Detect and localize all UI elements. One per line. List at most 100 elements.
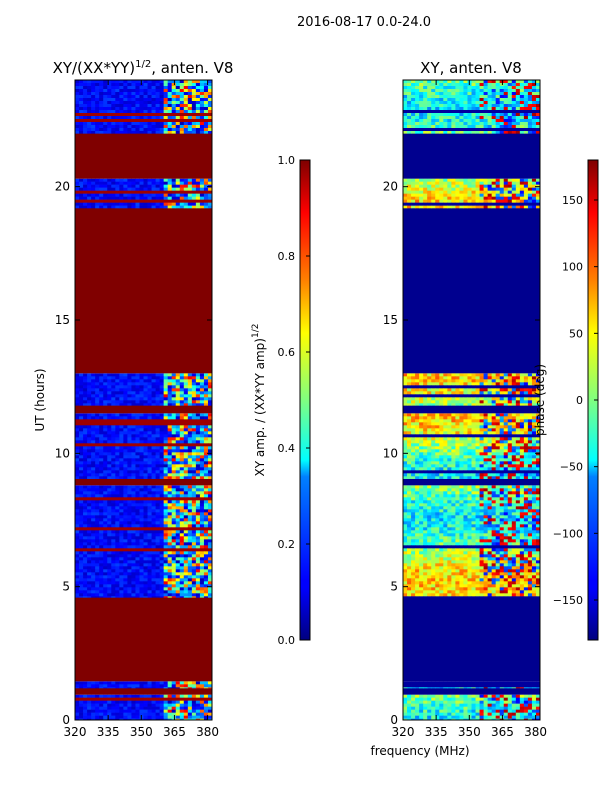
heatmap-cell [528, 524, 532, 527]
heatmap-cell [148, 698, 152, 701]
heatmap-cell [496, 684, 500, 687]
heatmap-cell [184, 494, 188, 497]
heatmap-cell [135, 506, 139, 509]
heatmap-cell [83, 494, 87, 497]
heatmap-cell [176, 548, 180, 551]
heatmap-cell [127, 425, 131, 428]
heatmap-cell [184, 83, 188, 86]
heatmap-cell [180, 530, 184, 533]
heatmap-cell [160, 467, 164, 470]
heatmap-cell [168, 530, 172, 533]
heatmap-cell [83, 488, 87, 491]
heatmap-cell [156, 503, 160, 506]
heatmap-cell [115, 509, 119, 512]
heatmap-cell [164, 524, 168, 527]
colorbar-tick-label: 0.0 [278, 634, 296, 647]
heatmap-cell [455, 542, 459, 545]
heatmap-cell [119, 506, 123, 509]
heatmap-cell [148, 400, 152, 403]
heatmap-cell [180, 419, 184, 422]
heatmap-cell [111, 182, 115, 185]
heatmap-cell [111, 104, 115, 107]
heatmap-cell [79, 467, 83, 470]
heatmap-cell [467, 512, 471, 515]
heatmap-cell [123, 86, 127, 89]
heatmap-cell [115, 530, 119, 533]
heatmap-cell [103, 695, 107, 698]
heatmap-cell [131, 206, 135, 209]
heatmap-cell [115, 704, 119, 707]
heatmap-cell [139, 119, 143, 122]
heatmap-cell [443, 545, 447, 548]
heatmap-cell [192, 119, 196, 122]
heatmap-cell [152, 428, 156, 431]
heatmap-cell [439, 716, 443, 719]
heatmap-cell [156, 419, 160, 422]
heatmap-cell [131, 440, 135, 443]
heatmap-cell [192, 539, 196, 542]
heatmap-cell [172, 206, 176, 209]
heatmap-cell [459, 545, 463, 548]
heatmap-cell [103, 512, 107, 515]
heatmap-cell [403, 533, 407, 536]
heatmap-cell [160, 388, 164, 391]
heatmap-cell [111, 687, 115, 688]
heatmap-cell [123, 446, 127, 449]
heatmap-cell [152, 584, 156, 587]
heatmap-cell [164, 197, 168, 200]
heatmap-cell [148, 467, 152, 470]
heatmap-cell [443, 494, 447, 497]
heatmap-cell [107, 422, 111, 425]
heatmap-cell [127, 530, 131, 533]
heatmap-cell [79, 518, 83, 521]
heatmap-cell [160, 704, 164, 707]
heatmap-cell [156, 563, 160, 566]
heatmap-cell [111, 494, 115, 497]
heatmap-cell [91, 704, 95, 707]
heatmap-cell [184, 185, 188, 188]
heatmap-cell [188, 394, 192, 397]
heatmap-cell [184, 542, 188, 545]
heatmap-cell [455, 527, 459, 530]
heatmap-cell [99, 116, 103, 119]
heatmap-cell [75, 400, 79, 403]
heatmap-cell [123, 125, 127, 128]
heatmap-cell [528, 713, 532, 716]
heatmap-cell [135, 681, 139, 684]
heatmap-cell [91, 403, 95, 405]
heatmap-cell [119, 391, 123, 394]
heatmap-cell [455, 491, 459, 494]
heatmap-cell [508, 710, 512, 713]
heatmap-cell [476, 713, 480, 716]
heatmap-cell [467, 518, 471, 521]
heatmap-cell [156, 506, 160, 509]
heatmap-cell [144, 515, 148, 518]
heatmap-cell [459, 530, 463, 533]
heatmap-cell [204, 391, 208, 394]
heatmap-cell [496, 530, 500, 533]
heatmap-cell [476, 707, 480, 710]
heatmap-cell [188, 110, 192, 113]
heatmap-cell [99, 197, 103, 200]
heatmap-cell [91, 542, 95, 545]
heatmap-cell [407, 545, 411, 548]
heatmap-cell [91, 503, 95, 506]
heatmap-cell [75, 125, 79, 128]
heatmap-cell [115, 413, 119, 416]
heatmap-cell [407, 491, 411, 494]
heatmap-cell [463, 497, 467, 500]
heatmap-cell [79, 403, 83, 405]
heatmap-cell [192, 494, 196, 497]
heatmap-cell [91, 560, 95, 563]
heatmap-cell [168, 98, 172, 101]
heatmap-cell [439, 500, 443, 503]
heatmap-cell [107, 449, 111, 452]
heatmap-cell [79, 506, 83, 509]
heatmap-cell [200, 548, 204, 551]
heatmap-cell [164, 434, 168, 437]
heatmap-cell [451, 545, 455, 548]
heatmap-cell [172, 698, 176, 701]
heatmap-cell [95, 440, 99, 443]
heatmap-cell [196, 554, 200, 557]
heatmap-cell [144, 698, 148, 701]
